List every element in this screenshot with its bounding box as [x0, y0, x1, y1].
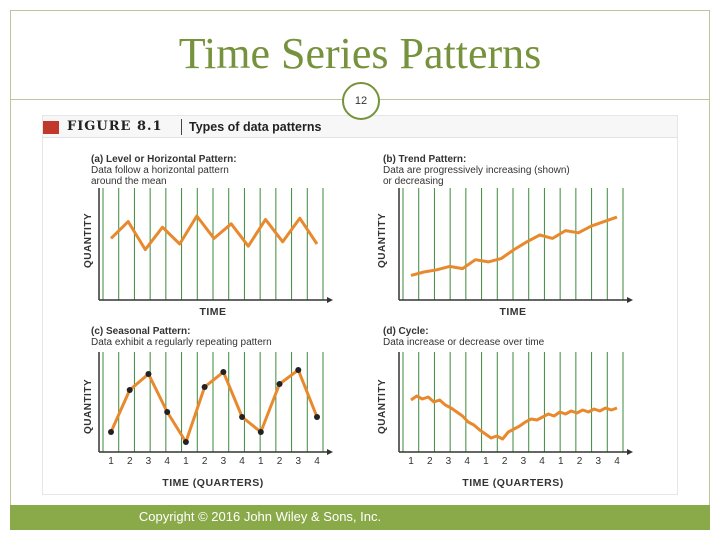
data-point: [145, 371, 152, 377]
data-point: [126, 387, 133, 393]
panel-c-desc-1: Data exhibit a regularly repeating patte…: [91, 337, 272, 348]
x-tick-label: 3: [295, 456, 301, 467]
panel-d-xlabel: TIME (QUARTERS): [462, 477, 564, 489]
panel-b-desc-2: or decreasing: [383, 176, 444, 187]
panel-d-desc-1: Data increase or decrease over time: [383, 337, 545, 348]
x-tick-label: 4: [539, 456, 545, 467]
x-tick-label: 3: [521, 456, 527, 467]
panel-a-ylabel: QUANTITY: [83, 212, 94, 268]
figure-label: FIGURE 8.1: [67, 119, 163, 134]
x-tick-label: 2: [127, 456, 133, 467]
data-point: [314, 414, 320, 420]
x-tick-label: 4: [464, 456, 470, 467]
x-tick-label: 2: [427, 456, 433, 467]
x-tick-label: 1: [183, 456, 189, 467]
data-point: [164, 409, 171, 415]
panel-b-plot: [398, 188, 633, 303]
slide-title: Time Series Patterns: [178, 29, 542, 78]
data-point: [201, 384, 208, 390]
series-line: [109, 368, 319, 444]
panel-a-desc-2: around the mean: [91, 176, 167, 187]
x-tick-label: 1: [108, 456, 114, 467]
x-axis-arrow: [327, 449, 333, 455]
data-point: [220, 369, 227, 375]
panel-b-label: (b) Trend Pattern:: [383, 154, 467, 165]
x-tick-label: 2: [277, 456, 283, 467]
copyright-text: Copyright © 2016 John Wiley & Sons, Inc.: [138, 509, 382, 524]
footer-bar: Copyright © 2016 John Wiley & Sons, Inc.: [10, 505, 710, 530]
x-axis-arrow: [627, 297, 633, 303]
x-tick-label: 1: [258, 456, 264, 467]
figure: FIGURE 8.1 Types of data patterns (a) Le…: [42, 115, 678, 495]
x-tick-label: 2: [502, 456, 508, 467]
panel-d-ylabel: QUANTITY: [377, 378, 388, 434]
figure-header: FIGURE 8.1 Types of data patterns: [43, 116, 677, 138]
data-point: [108, 429, 114, 435]
panel-b-ylabel: QUANTITY: [377, 212, 388, 268]
panel-d-plot: 1 2 3 4 1 2 3 4 1 2 3 4: [398, 352, 633, 467]
panel-c-ylabel: QUANTITY: [83, 378, 94, 434]
data-point: [295, 367, 302, 373]
panel-c-xlabel: TIME (QUARTERS): [162, 477, 264, 489]
x-tick-label: 1: [483, 456, 489, 467]
page-number: 12: [342, 82, 380, 120]
panel-d-label: (d) Cycle:: [383, 326, 429, 337]
data-point: [257, 429, 264, 435]
x-tick-label: 3: [595, 456, 601, 467]
x-tick-label: 1: [408, 456, 414, 467]
panel-a-xlabel: TIME: [199, 306, 227, 318]
panel-c-plot: 1 2 3 4 1 2 3 4 1 2 3 4: [98, 352, 333, 467]
x-tick-label: 4: [239, 456, 245, 467]
x-axis-arrow: [327, 297, 333, 303]
series-line: [410, 394, 618, 441]
x-tick-label: 2: [202, 456, 208, 467]
data-point: [182, 439, 189, 445]
data-point: [239, 414, 246, 420]
figure-marker-bar: [43, 121, 59, 134]
panel-a-plot: [98, 188, 333, 303]
title-box: Time Series Patterns: [10, 10, 710, 100]
panel-d-caption: (d) Cycle: Data increase or decrease ove…: [383, 326, 544, 348]
x-tick-label: 4: [314, 456, 320, 467]
x-tick-label: 3: [446, 456, 452, 467]
panel-b-xlabel: TIME: [499, 306, 527, 318]
x-tick-label: 1: [558, 456, 564, 467]
x-tick-label: 4: [614, 456, 620, 467]
panel-b-caption: (b) Trend Pattern: Data are progressivel…: [383, 154, 570, 187]
x-tick-label: 3: [221, 456, 227, 467]
x-tick-label: 4: [164, 456, 170, 467]
figure-title: Types of data patterns: [189, 120, 322, 134]
series-line: [410, 215, 618, 277]
panel-a-label: (a) Level or Horizontal Pattern:: [91, 154, 237, 165]
panel-a-caption: (a) Level or Horizontal Pattern: Data fo…: [91, 154, 237, 187]
panel-a-desc-1: Data follow a horizontal pattern: [91, 165, 229, 176]
panel-b-desc-1: Data are progressively increasing (shown…: [383, 165, 570, 176]
data-point: [276, 381, 283, 387]
panel-c-label: (c) Seasonal Pattern:: [91, 326, 191, 337]
x-tick-label: 3: [146, 456, 152, 467]
panel-c-caption: (c) Seasonal Pattern: Data exhibit a reg…: [91, 326, 272, 348]
series-line: [109, 214, 319, 252]
figure-separator: [181, 119, 182, 135]
x-axis-arrow: [627, 449, 633, 455]
x-tick-label: 2: [577, 456, 583, 467]
